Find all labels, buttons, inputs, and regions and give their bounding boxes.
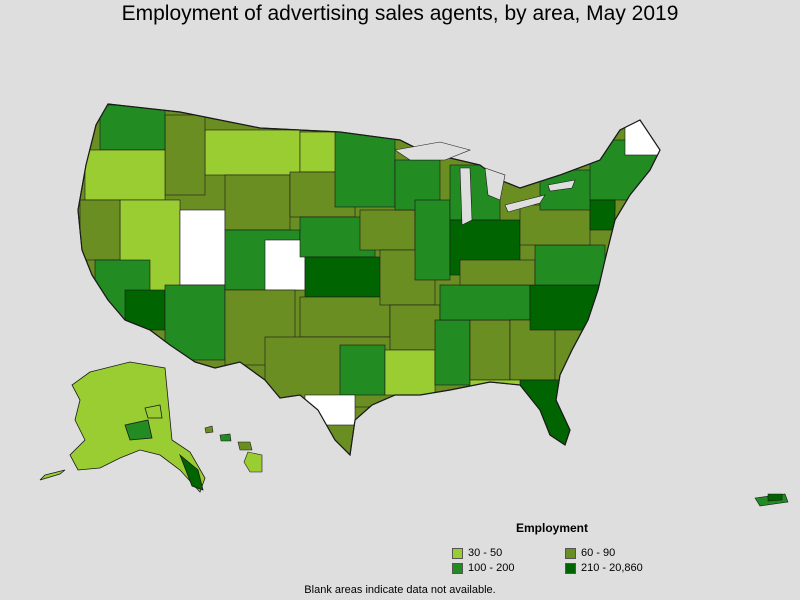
region-iowa	[359, 209, 416, 251]
hawaii	[204, 425, 263, 473]
hawaii-maui	[237, 441, 253, 451]
alaska	[39, 361, 206, 493]
conus-outline-stroke	[77, 103, 661, 457]
hawaii-oahu	[219, 433, 232, 442]
legend-label: 210 - 20,860	[581, 562, 643, 574]
region-kansas	[304, 256, 386, 298]
great-lakes	[394, 141, 576, 226]
region-nyc	[589, 199, 616, 231]
region-la	[124, 289, 166, 331]
lake-michigan	[459, 167, 473, 226]
region-tennessee	[439, 284, 531, 321]
legend-label: 100 - 200	[468, 562, 515, 574]
region-california-north	[79, 199, 121, 261]
lake-huron	[484, 167, 506, 201]
region-oklahoma	[299, 296, 391, 338]
footnote: Blank areas indicate data not available.	[304, 584, 496, 596]
region-mississippi	[434, 319, 471, 386]
legend-item-60-90: 60 - 90	[565, 547, 615, 559]
region-minnesota	[334, 131, 396, 208]
region-oregon	[84, 149, 166, 201]
region-colorado-blank	[264, 239, 306, 291]
map-title: Employment of advertising sales agents, …	[121, 2, 679, 25]
legend-item-100-200: 100 - 200	[452, 562, 514, 574]
alaska-fairbanks	[144, 404, 163, 419]
region-arkansas	[389, 304, 441, 351]
legend-label: 60 - 90	[581, 547, 616, 559]
region-montana	[204, 129, 301, 176]
lake-erie	[504, 194, 546, 213]
hawaii-kauai	[204, 425, 214, 434]
puerto-rico	[754, 493, 789, 507]
legend-label: 30 - 50	[468, 547, 503, 559]
region-alabama	[469, 319, 511, 381]
lake-superior	[394, 141, 471, 161]
legend-swatch	[565, 547, 576, 559]
legend-swatch	[452, 547, 463, 559]
legend-swatch	[452, 562, 463, 574]
puerto-rico-san-juan	[767, 493, 783, 502]
region-idaho	[164, 114, 206, 196]
region-pennsylvania	[519, 204, 591, 246]
region-arizona	[164, 284, 226, 361]
hawaii-big-island	[243, 451, 263, 473]
region-louisiana	[384, 349, 436, 396]
region-illinois	[414, 199, 451, 281]
aleutian-chain	[39, 469, 66, 481]
region-texas-blank	[304, 394, 356, 426]
region-utah	[179, 209, 226, 286]
region-carolinas	[529, 284, 601, 331]
legend-swatch	[565, 562, 576, 574]
region-virginia	[534, 244, 606, 286]
alaska-anchorage	[124, 419, 153, 441]
region-kentucky	[459, 259, 536, 286]
legend-item-30-50: 30 - 50	[452, 547, 502, 559]
legend-item-210-20860: 210 - 20,860	[565, 562, 643, 574]
alaska-juneau	[179, 453, 204, 491]
lake-ontario	[547, 179, 576, 192]
region-texas-east	[339, 344, 386, 396]
legend-title: Employment	[516, 521, 589, 535]
region-wyoming	[224, 174, 291, 231]
region-washington	[99, 104, 166, 151]
